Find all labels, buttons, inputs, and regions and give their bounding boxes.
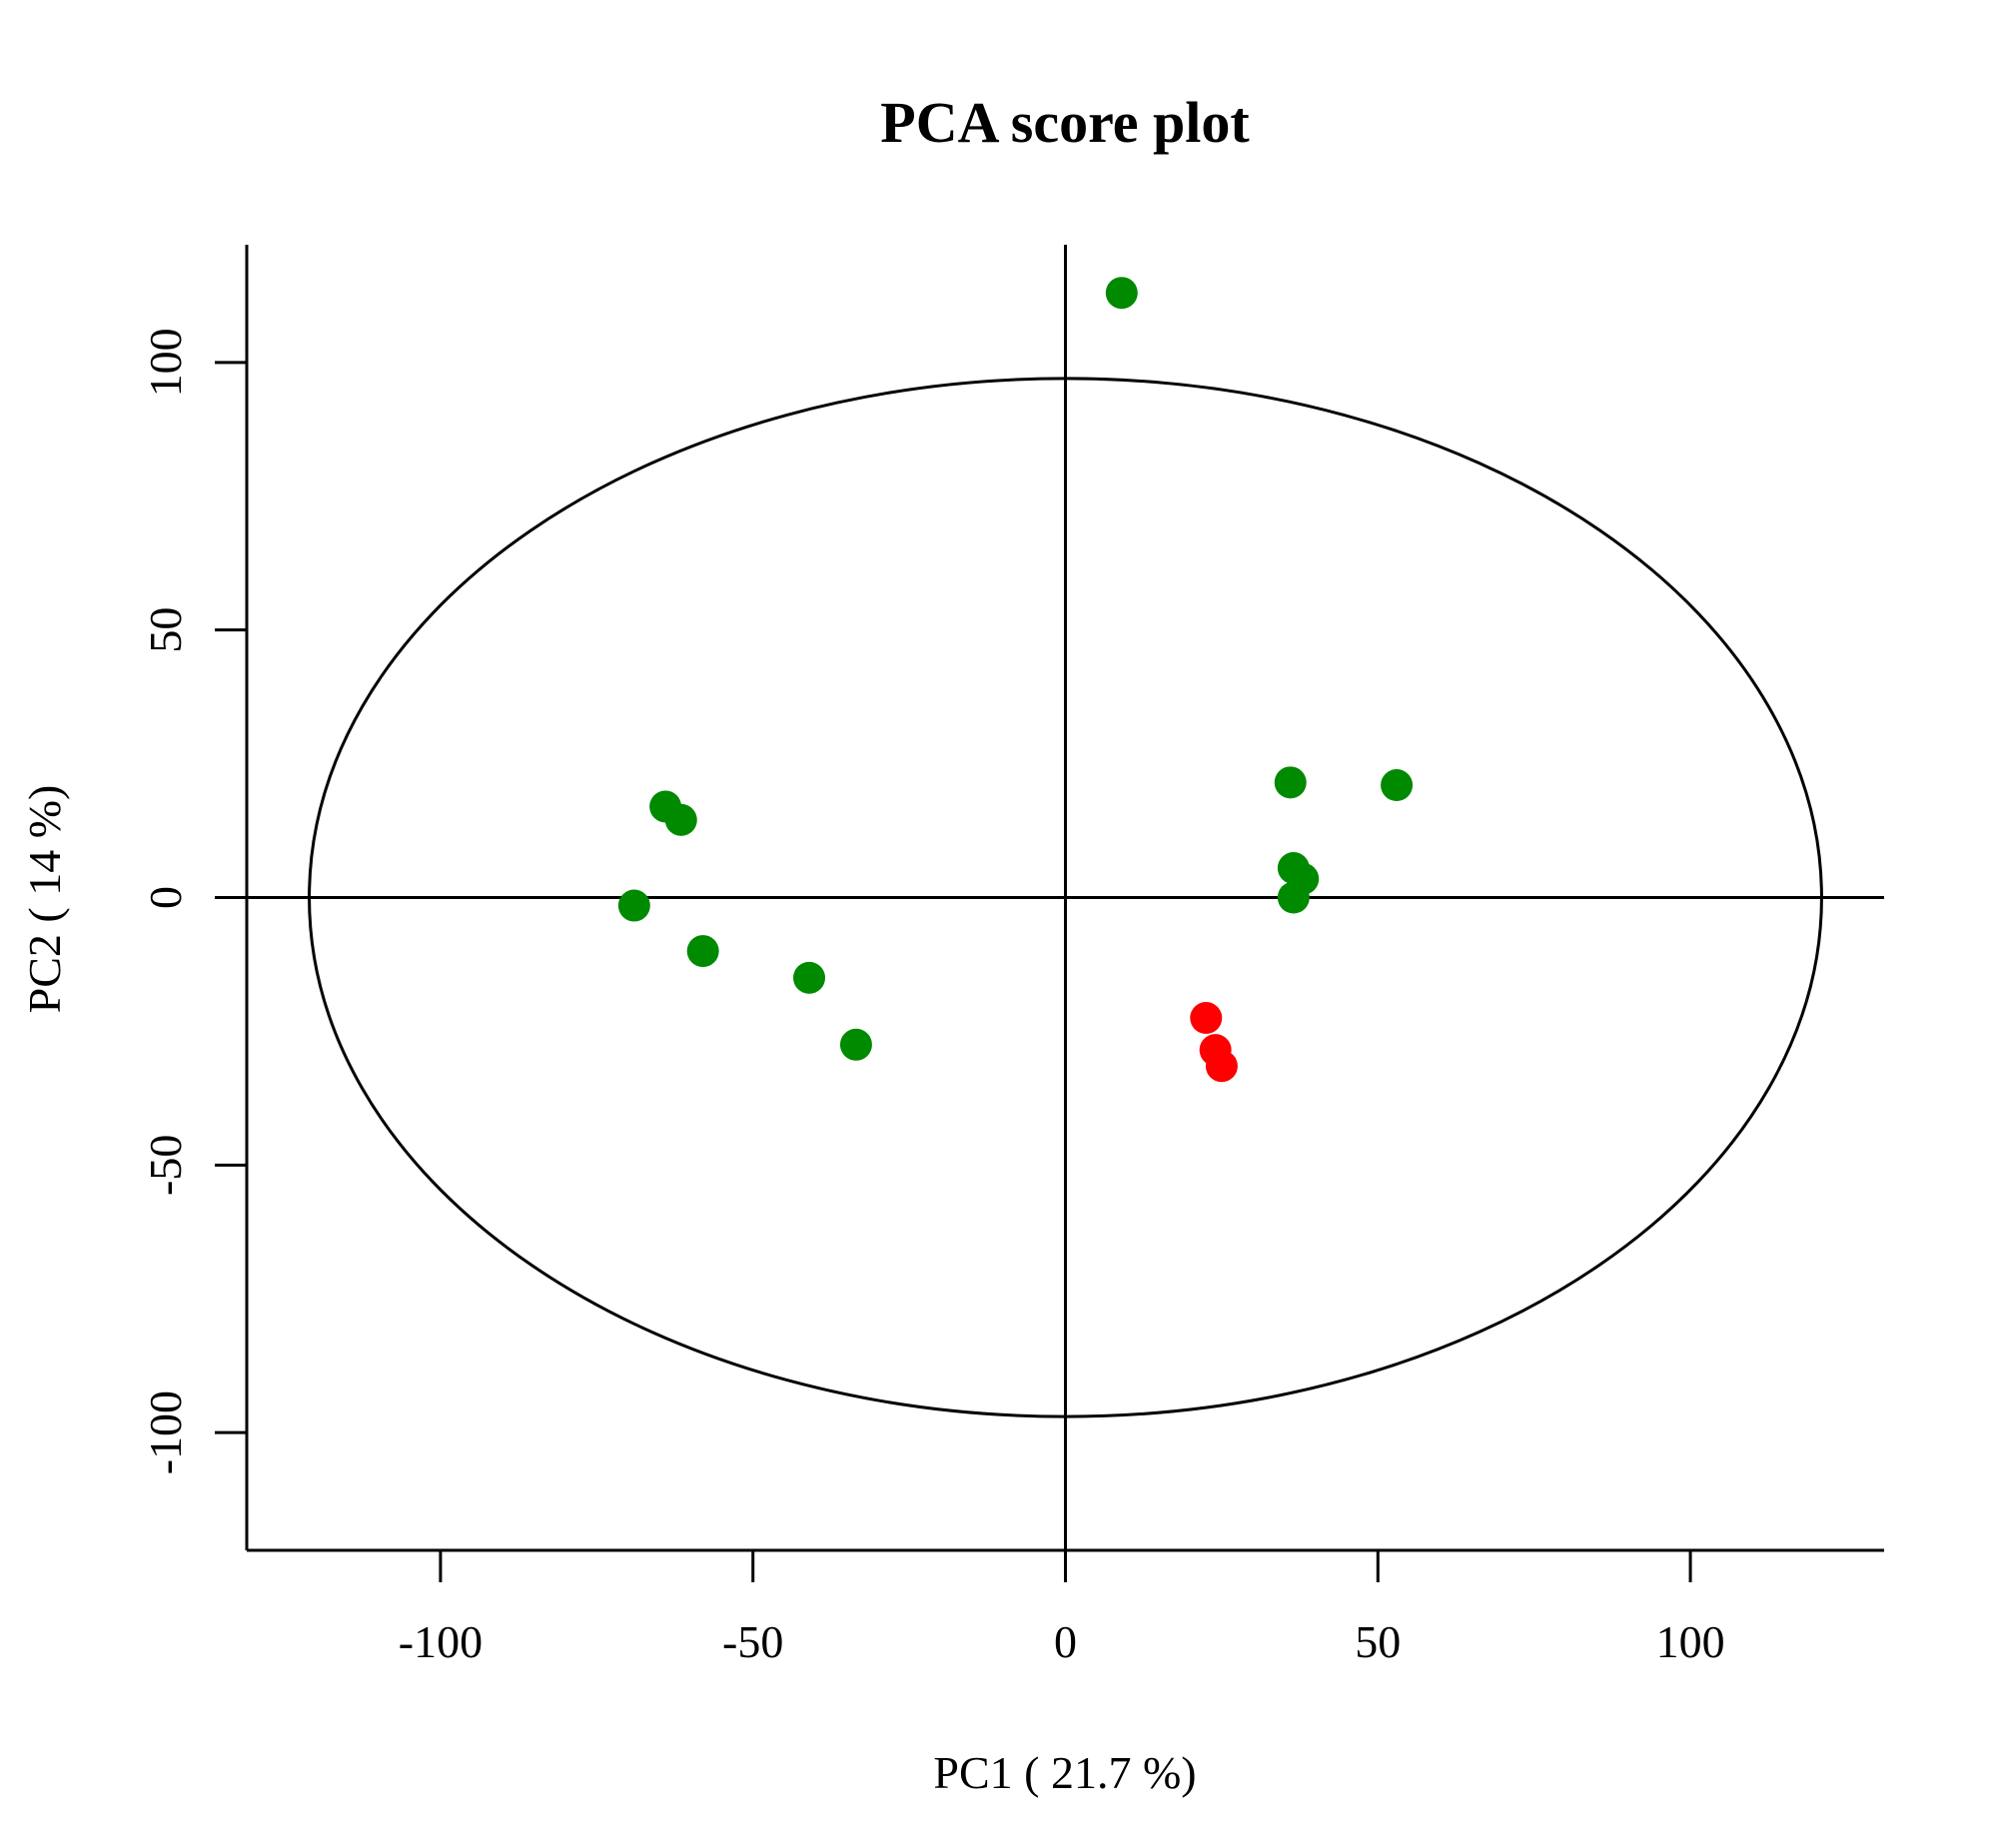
- y-tick-label: 50: [140, 607, 191, 653]
- y-tick-label: 0: [140, 886, 191, 909]
- data-point: [1105, 277, 1138, 310]
- x-tick-label: -50: [722, 1616, 783, 1667]
- plot-area: -100 -50 0 50 100 -100 -50 0 50 100: [140, 245, 1884, 1667]
- series-2: [1190, 1002, 1238, 1083]
- x-axis-label: PC1 ( 21.7 %): [933, 1747, 1196, 1798]
- y-tick-label: 100: [140, 328, 191, 397]
- x-tick-label: 100: [1656, 1616, 1725, 1667]
- data-point: [686, 935, 719, 968]
- y-axis-label: PC2 ( 14 %): [19, 785, 70, 1014]
- y-tick-label: -50: [140, 1135, 191, 1196]
- x-tick-label: 50: [1355, 1616, 1401, 1667]
- data-point: [1381, 769, 1414, 802]
- x-tick-label: 0: [1054, 1616, 1077, 1667]
- data-point: [664, 803, 697, 836]
- x-tick-label: -100: [399, 1616, 483, 1667]
- data-point: [1190, 1002, 1223, 1035]
- data-point: [1205, 1050, 1238, 1083]
- chart-title: PCA score plot: [880, 90, 1250, 155]
- data-point: [1277, 881, 1310, 914]
- data-point: [1274, 766, 1307, 799]
- data-point: [839, 1028, 872, 1061]
- data-point: [617, 889, 650, 922]
- y-tick-label: -100: [140, 1390, 191, 1474]
- series-1: [617, 277, 1414, 1061]
- confidence-ellipse: [308, 377, 1823, 1418]
- data-point: [793, 961, 826, 994]
